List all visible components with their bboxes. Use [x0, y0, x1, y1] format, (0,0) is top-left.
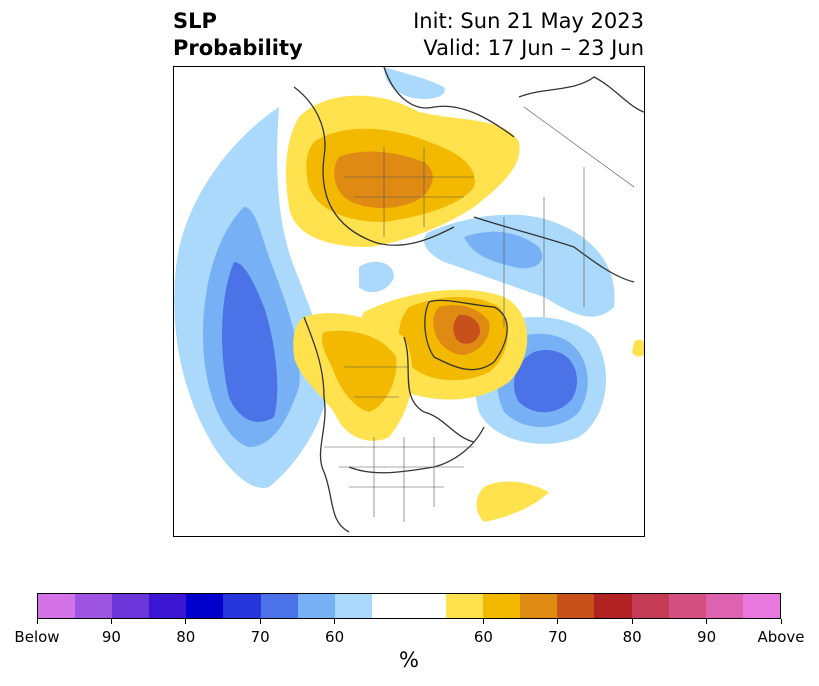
colorbar-tick-label: 80	[176, 628, 196, 646]
colorbar-tick-label: 70	[250, 628, 270, 646]
below-anomaly-north-pacific	[174, 107, 327, 488]
colorbar-tick-mark	[185, 619, 187, 624]
political-borders	[324, 106, 635, 522]
above-anomaly-canada	[293, 313, 413, 441]
colorbar-segment	[668, 594, 706, 618]
title-line-1: SLP	[173, 9, 217, 33]
colorbar-segment	[483, 594, 521, 618]
colorbar-segment	[75, 594, 113, 618]
map-canvas	[174, 67, 644, 533]
colorbar-tick-label: Above	[757, 628, 805, 646]
colorbar-tick-label: 60	[325, 628, 345, 646]
colorbar-segment	[446, 594, 484, 618]
colorbar-segment	[223, 594, 261, 618]
colorbar-segment	[594, 594, 632, 618]
colorbar-segment	[297, 594, 335, 618]
colorbar-tick-label: 80	[622, 628, 642, 646]
colorbar-tick-mark	[631, 619, 633, 624]
colorbar-tick-label: 60	[473, 628, 493, 646]
colorbar-tick-mark	[334, 619, 336, 624]
colorbar-segment	[260, 594, 298, 618]
colorbar-tick-mark	[110, 619, 112, 624]
colorbar-tick-mark	[706, 619, 708, 624]
map-title: SLP Probability	[173, 8, 303, 62]
map-subtitle: Init: Sun 21 May 2023 Valid: 17 Jun – 23…	[413, 8, 644, 62]
colorbar-segment	[149, 594, 187, 618]
colorbar-tick-mark	[259, 619, 261, 624]
colorbar-tick-label: 90	[697, 628, 717, 646]
below-anomaly-barents	[359, 67, 615, 317]
colorbar-tick-label: Below	[14, 628, 60, 646]
colorbar-tick-mark	[780, 619, 782, 624]
colorbar-tick-label: 90	[101, 628, 121, 646]
above-anomaly-central-atlantic	[476, 339, 644, 522]
colorbar-segment	[112, 594, 150, 618]
valid-range: Valid: 17 Jun – 23 Jun	[423, 36, 644, 60]
title-line-2: Probability	[173, 36, 303, 60]
colorbar-segment	[631, 594, 669, 618]
colorbar-tick-mark	[557, 619, 559, 624]
colorbar-segment	[557, 594, 595, 618]
colorbar-tick-label: 70	[548, 628, 568, 646]
colorbar-segment	[38, 594, 76, 618]
above-anomaly-europe	[286, 95, 520, 248]
probability-colorbar	[37, 593, 781, 619]
colorbar-segment	[186, 594, 224, 618]
init-date: Init: Sun 21 May 2023	[413, 9, 644, 33]
colorbar-segment	[520, 594, 558, 618]
colorbar-segment	[705, 594, 743, 618]
colorbar-segment	[334, 594, 372, 618]
colorbar-segment	[408, 594, 447, 618]
colorbar-tick-mark	[482, 619, 484, 624]
colorbar-segment	[371, 594, 409, 618]
colorbar-tick-mark	[36, 619, 38, 624]
probability-map	[173, 66, 645, 537]
colorbar-units: %	[399, 648, 419, 672]
colorbar-segment	[742, 594, 780, 618]
